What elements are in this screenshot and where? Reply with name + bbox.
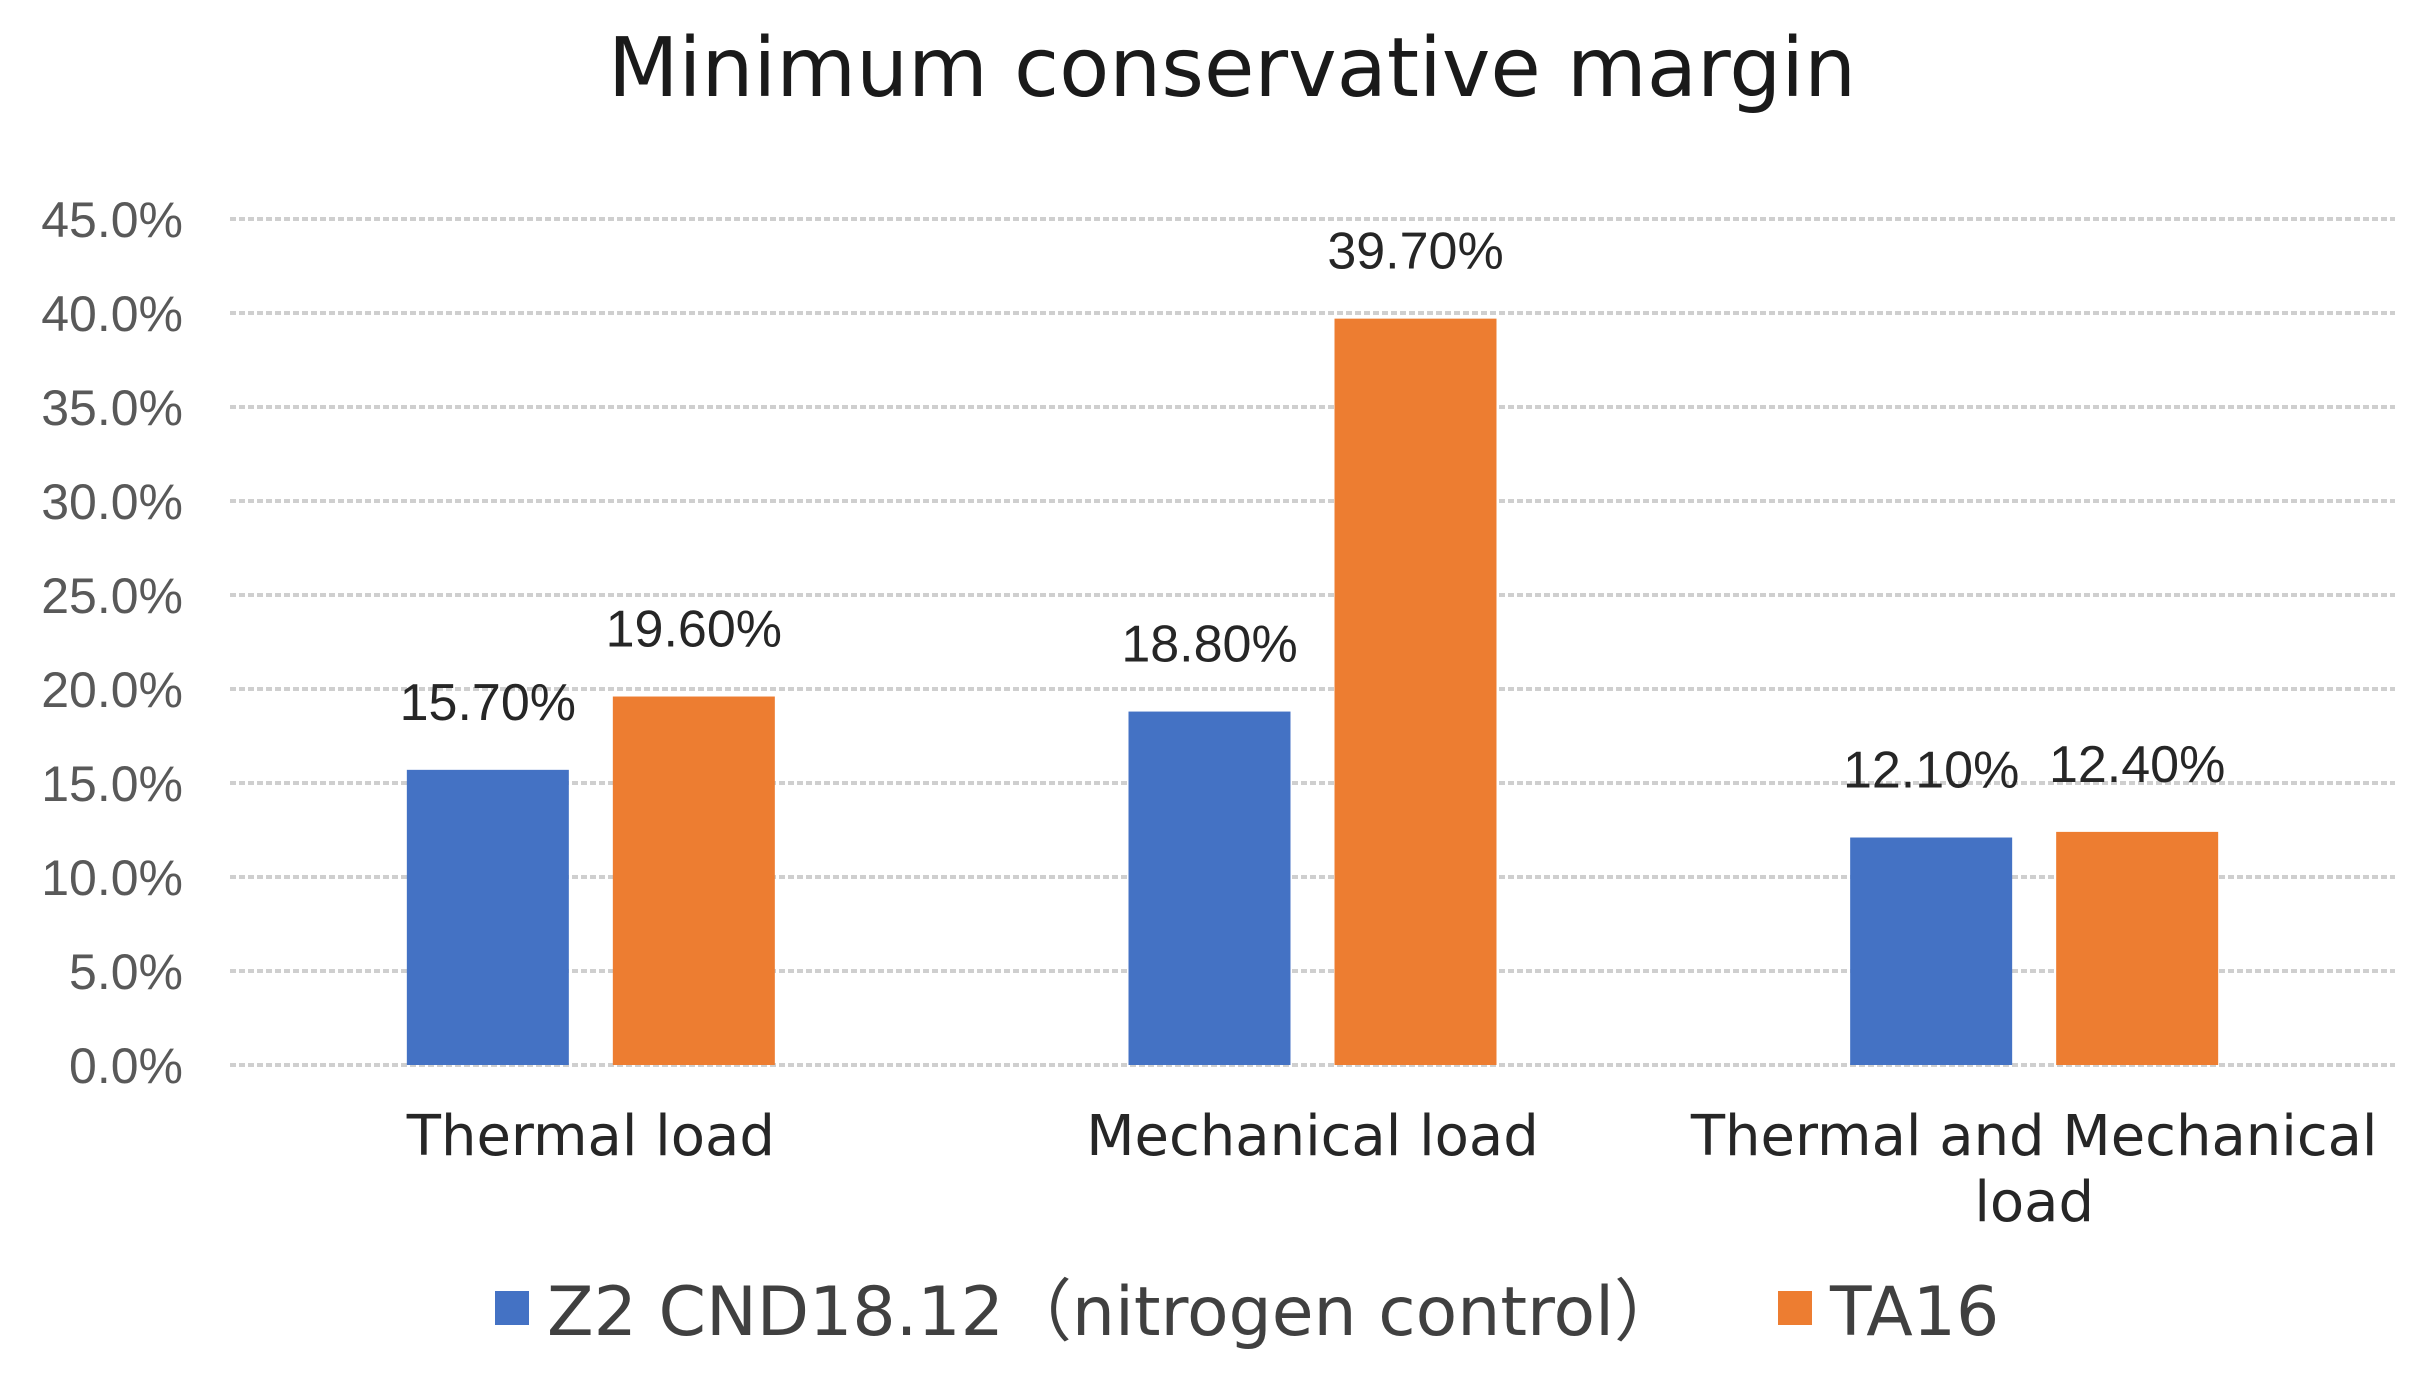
legend-label: TA16 xyxy=(1829,1273,1999,1352)
x-category-label-line: load xyxy=(1974,1170,2094,1235)
data-label: 12.10% xyxy=(1843,742,2019,800)
bar xyxy=(612,696,775,1065)
x-category-label: Thermal and Mechanical load xyxy=(1690,1104,2378,1235)
x-category-label-line: Mechanical load xyxy=(1086,1104,1539,1169)
bar xyxy=(2056,831,2219,1065)
chart-title: Minimum conservative margin xyxy=(608,21,1856,116)
bars xyxy=(406,318,2219,1065)
x-axis-category-labels: Thermal load Mechanical load Thermal and M… xyxy=(406,1104,2378,1235)
y-tick-label: 45.0% xyxy=(41,192,183,248)
data-label: 15.70% xyxy=(400,674,576,732)
legend-swatch xyxy=(495,1291,529,1325)
data-label: 19.60% xyxy=(606,601,782,659)
y-tick-label: 25.0% xyxy=(41,568,183,624)
data-label: 12.40% xyxy=(2049,736,2225,794)
y-axis-tick-labels: 0.0% 5.0% 10.0% 15.0% 20.0% 25.0% 30.0% 35.0% 40… xyxy=(41,192,183,1094)
y-tick-label: 20.0% xyxy=(41,662,183,718)
x-category-label: Mechanical load xyxy=(1086,1104,1539,1169)
bar xyxy=(1334,318,1497,1065)
data-labels: 15.70% 19.60% 18.80% 39.70% 12.10% 12.40% xyxy=(400,223,2226,800)
y-tick-label: 10.0% xyxy=(41,850,183,906)
legend-swatch xyxy=(1778,1291,1812,1325)
x-category-label-line: Thermal and Mechanical xyxy=(1690,1104,2378,1169)
bar xyxy=(406,769,569,1065)
y-tick-label: 15.0% xyxy=(41,756,183,812)
bar xyxy=(1128,711,1291,1065)
data-label: 39.70% xyxy=(1327,223,1503,281)
bar xyxy=(1850,837,2013,1065)
y-tick-label: 35.0% xyxy=(41,380,183,436)
x-category-label: Thermal load xyxy=(406,1104,775,1169)
y-tick-label: 30.0% xyxy=(41,474,183,530)
y-tick-label: 5.0% xyxy=(69,944,183,1000)
legend-label: Z2 CND18.12（nitrogen control） xyxy=(547,1273,1682,1352)
gridlines xyxy=(230,217,2395,1067)
x-category-label-line: Thermal load xyxy=(406,1104,775,1169)
y-tick-label: 0.0% xyxy=(69,1038,183,1094)
data-label: 18.80% xyxy=(1121,616,1297,674)
legend: Z2 CND18.12（nitrogen control） TA16 xyxy=(495,1273,1999,1352)
y-tick-label: 40.0% xyxy=(41,286,183,342)
